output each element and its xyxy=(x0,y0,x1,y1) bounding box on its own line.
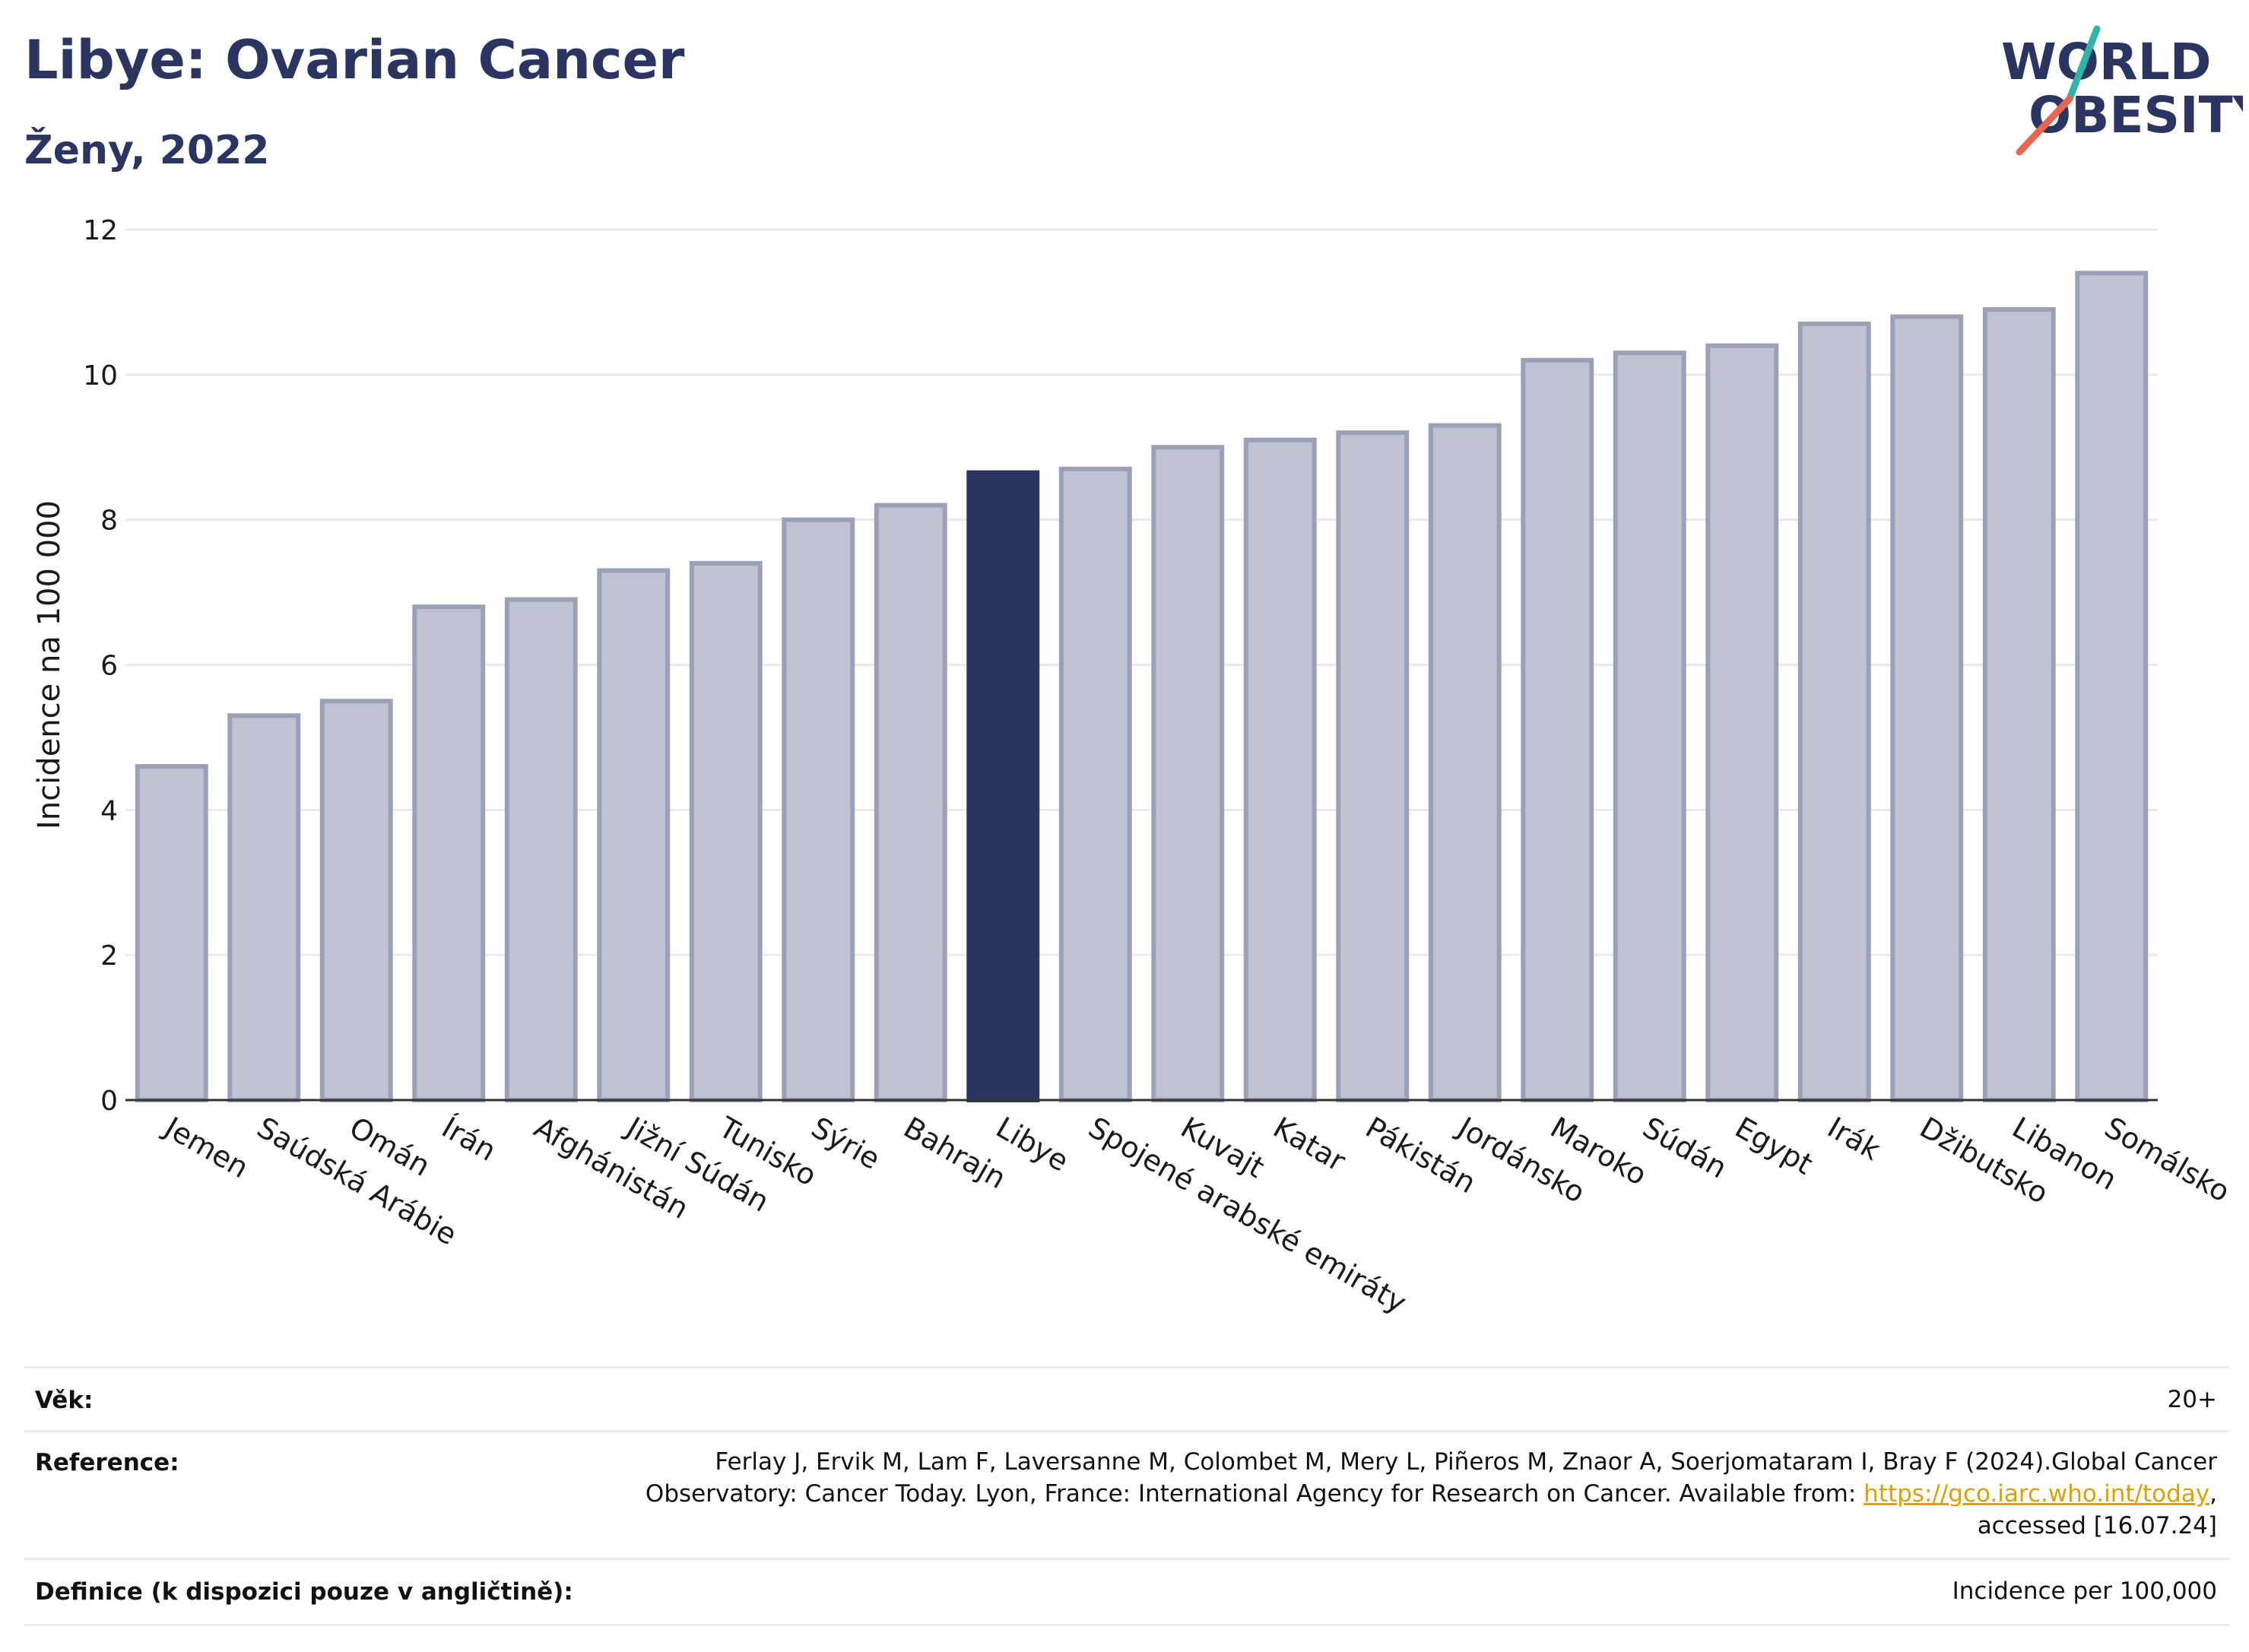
reference-line1: Ferlay J, Ervik M, Lam F, Laversanne M, … xyxy=(715,1448,2217,1476)
x-tick-label: Katar xyxy=(1267,1111,1351,1178)
y-tick-labels: 0 2 4 6 8 10 12 xyxy=(83,215,118,1117)
world-obesity-logo: WORLD OBESITY xyxy=(2001,25,2243,156)
bar xyxy=(1151,445,1225,1102)
info-row-age: Věk: 20+ xyxy=(24,1366,2229,1432)
bar xyxy=(1058,466,1132,1102)
bar xyxy=(1797,322,1871,1102)
bar xyxy=(319,699,393,1102)
bar-highlighted xyxy=(966,470,1040,1102)
age-label: Věk: xyxy=(35,1387,94,1414)
bar xyxy=(1613,350,1686,1103)
page-subtitle: Ženy, 2022 xyxy=(24,128,270,173)
definition-label: Definice (k dispozici pouze v angličtině… xyxy=(35,1578,573,1606)
y-tick-label: 0 xyxy=(100,1086,118,1117)
reference-link[interactable]: https://gco.iarc.who.int/today xyxy=(1864,1480,2210,1508)
reference-line2: Observatory: Cancer Today. Lyon, France:… xyxy=(646,1478,2217,1510)
bars xyxy=(135,271,2149,1103)
info-row-definition: Definice (k dispozici pouze v angličtině… xyxy=(24,1558,2229,1626)
bar xyxy=(227,713,301,1103)
logo-text-obesity: OBESITY xyxy=(2029,86,2243,144)
bar xyxy=(504,597,578,1102)
reference-text: Ferlay J, Ervik M, Lam F, Laversanne M, … xyxy=(646,1446,2217,1542)
x-tick-label: Súdán xyxy=(1637,1111,1733,1185)
x-tick-label: Egypt xyxy=(1730,1111,1819,1181)
bar xyxy=(1243,437,1317,1102)
y-axis-label: Incidence na 100 000 xyxy=(32,500,67,829)
bar xyxy=(689,560,763,1102)
bar xyxy=(597,568,671,1102)
x-tick-label: Bahrajn xyxy=(898,1111,1011,1196)
y-tick-label: 8 xyxy=(100,506,118,537)
bar xyxy=(1521,357,1594,1102)
x-tick-label: Afghánistán xyxy=(528,1111,694,1226)
bar xyxy=(874,503,947,1102)
bar xyxy=(1336,430,1410,1102)
y-tick-label: 2 xyxy=(100,940,118,972)
y-tick-label: 12 xyxy=(83,215,118,246)
reference-label: Reference: xyxy=(35,1449,179,1476)
bar xyxy=(2075,271,2149,1102)
reference-line3: accessed [16.07.24] xyxy=(1977,1512,2217,1539)
x-tick-label: Irák xyxy=(1822,1111,1886,1167)
bar xyxy=(135,764,208,1102)
page-title: Libye: Ovarian Cancer xyxy=(24,29,685,91)
reference-line2-comma: , xyxy=(2209,1480,2217,1508)
logo-text-world: WORLD xyxy=(2001,33,2212,91)
reference-line2-text: Observatory: Cancer Today. Lyon, France:… xyxy=(645,1480,1864,1508)
bar xyxy=(1428,423,1502,1102)
bar xyxy=(412,604,486,1102)
bar xyxy=(782,517,855,1102)
definition-value: Incidence per 100,000 xyxy=(1952,1577,2217,1605)
logo-slash-teal xyxy=(2066,25,2101,103)
x-tick-label: Somálsko xyxy=(2099,1111,2236,1209)
logo-slash-coral xyxy=(2016,95,2073,156)
bar xyxy=(1890,314,1964,1102)
x-tick-label: Írán xyxy=(436,1111,502,1168)
info-row-reference: Reference: Ferlay J, Ervik M, Lam F, Lav… xyxy=(24,1430,2229,1560)
y-tick-label: 6 xyxy=(100,651,118,682)
bar xyxy=(1982,306,2056,1102)
y-tick-label: 10 xyxy=(83,360,118,392)
y-tick-label: 4 xyxy=(100,795,118,826)
bar xyxy=(1705,343,1779,1102)
x-tick-label: Jemen xyxy=(158,1110,255,1185)
age-value: 20+ xyxy=(2167,1386,2217,1413)
